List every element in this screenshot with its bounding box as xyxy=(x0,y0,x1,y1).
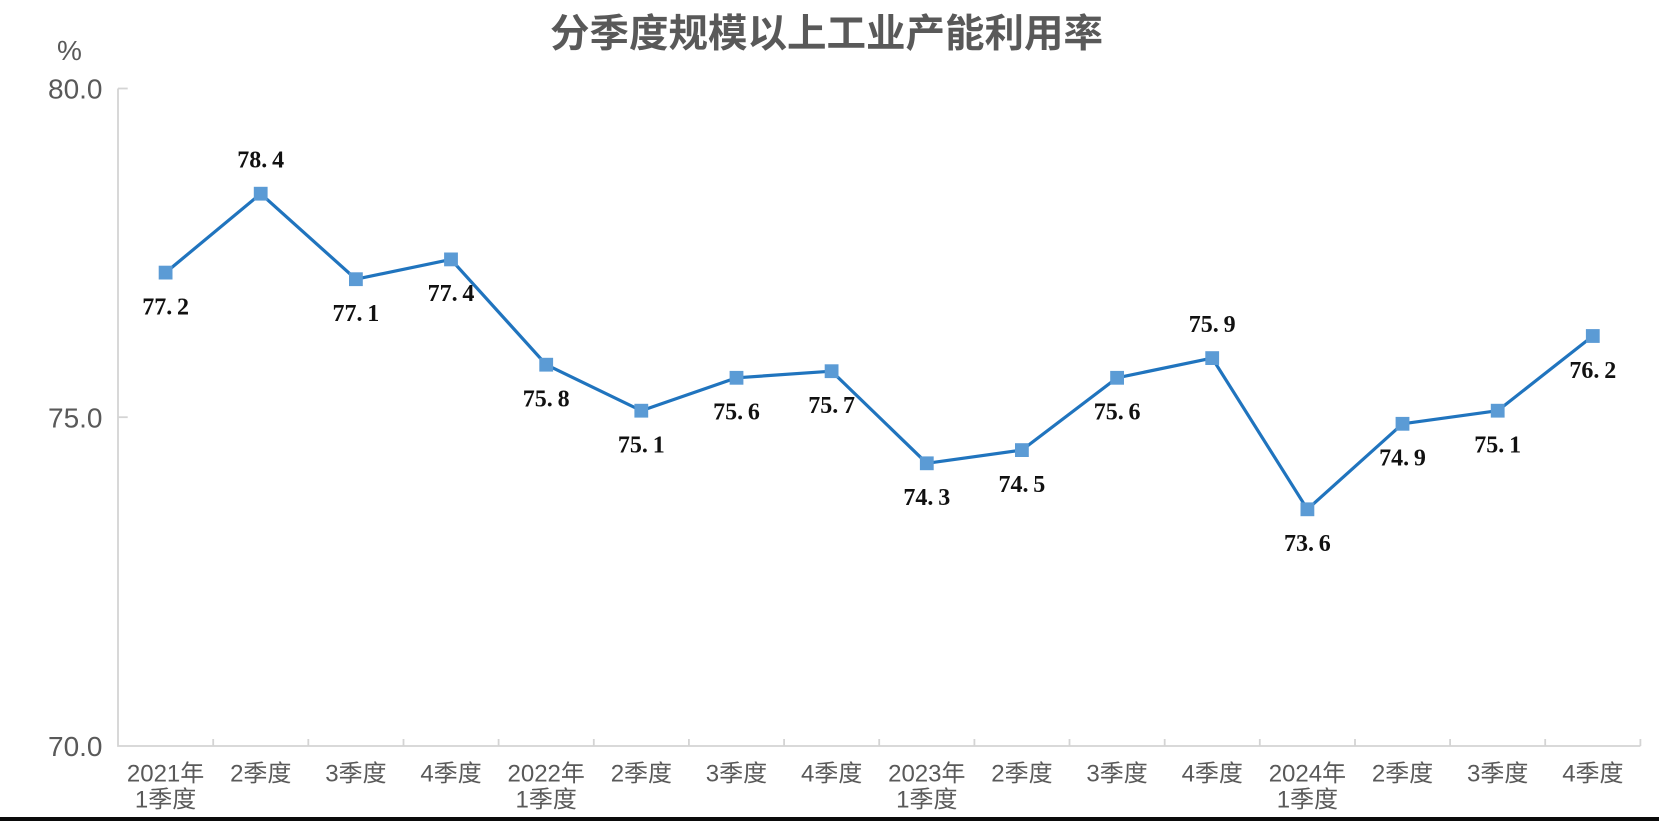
svg-text:2024: 2024 xyxy=(1269,761,1322,788)
svg-text:74. 9: 74. 9 xyxy=(1379,446,1426,472)
svg-text:78. 4: 78. 4 xyxy=(237,148,284,174)
svg-text:75. 9: 75. 9 xyxy=(1189,312,1236,338)
svg-text:1: 1 xyxy=(1277,787,1290,814)
svg-text:77. 1: 77. 1 xyxy=(332,301,379,327)
svg-text:3: 3 xyxy=(325,761,338,788)
svg-text:2022: 2022 xyxy=(508,761,561,788)
svg-text:70.0: 70.0 xyxy=(48,731,103,762)
svg-text:75.0: 75.0 xyxy=(48,402,103,433)
svg-text:2: 2 xyxy=(991,761,1004,788)
svg-text:77. 2: 77. 2 xyxy=(142,294,189,320)
svg-text:75. 6: 75. 6 xyxy=(713,400,760,426)
svg-text:2021: 2021 xyxy=(127,761,180,788)
svg-text:77. 4: 77. 4 xyxy=(428,281,475,307)
svg-text:3: 3 xyxy=(1086,761,1099,788)
svg-text:74. 5: 74. 5 xyxy=(998,472,1045,498)
svg-text:1: 1 xyxy=(135,787,148,814)
svg-text:2023: 2023 xyxy=(888,761,941,788)
svg-text:4: 4 xyxy=(420,761,433,788)
svg-text:74. 3: 74. 3 xyxy=(903,485,950,511)
svg-text:2: 2 xyxy=(611,761,624,788)
svg-text:4: 4 xyxy=(1182,761,1195,788)
svg-text:4: 4 xyxy=(801,761,814,788)
svg-text:%: % xyxy=(57,35,82,66)
svg-text:75. 8: 75. 8 xyxy=(523,387,570,413)
svg-text:1: 1 xyxy=(516,787,529,814)
svg-text:4: 4 xyxy=(1562,761,1575,788)
svg-text:80.0: 80.0 xyxy=(48,74,103,105)
svg-text:2: 2 xyxy=(230,761,243,788)
svg-text:75. 1: 75. 1 xyxy=(618,433,665,459)
svg-text:73. 6: 73. 6 xyxy=(1284,531,1331,557)
svg-text:3: 3 xyxy=(1467,761,1480,788)
svg-text:2: 2 xyxy=(1372,761,1385,788)
svg-text:1: 1 xyxy=(896,787,909,814)
svg-text:75. 1: 75. 1 xyxy=(1474,433,1521,459)
svg-text:76. 2: 76. 2 xyxy=(1569,358,1616,384)
svg-text:3: 3 xyxy=(706,761,719,788)
svg-text:75. 7: 75. 7 xyxy=(808,393,855,419)
svg-text:75. 6: 75. 6 xyxy=(1094,400,1141,426)
